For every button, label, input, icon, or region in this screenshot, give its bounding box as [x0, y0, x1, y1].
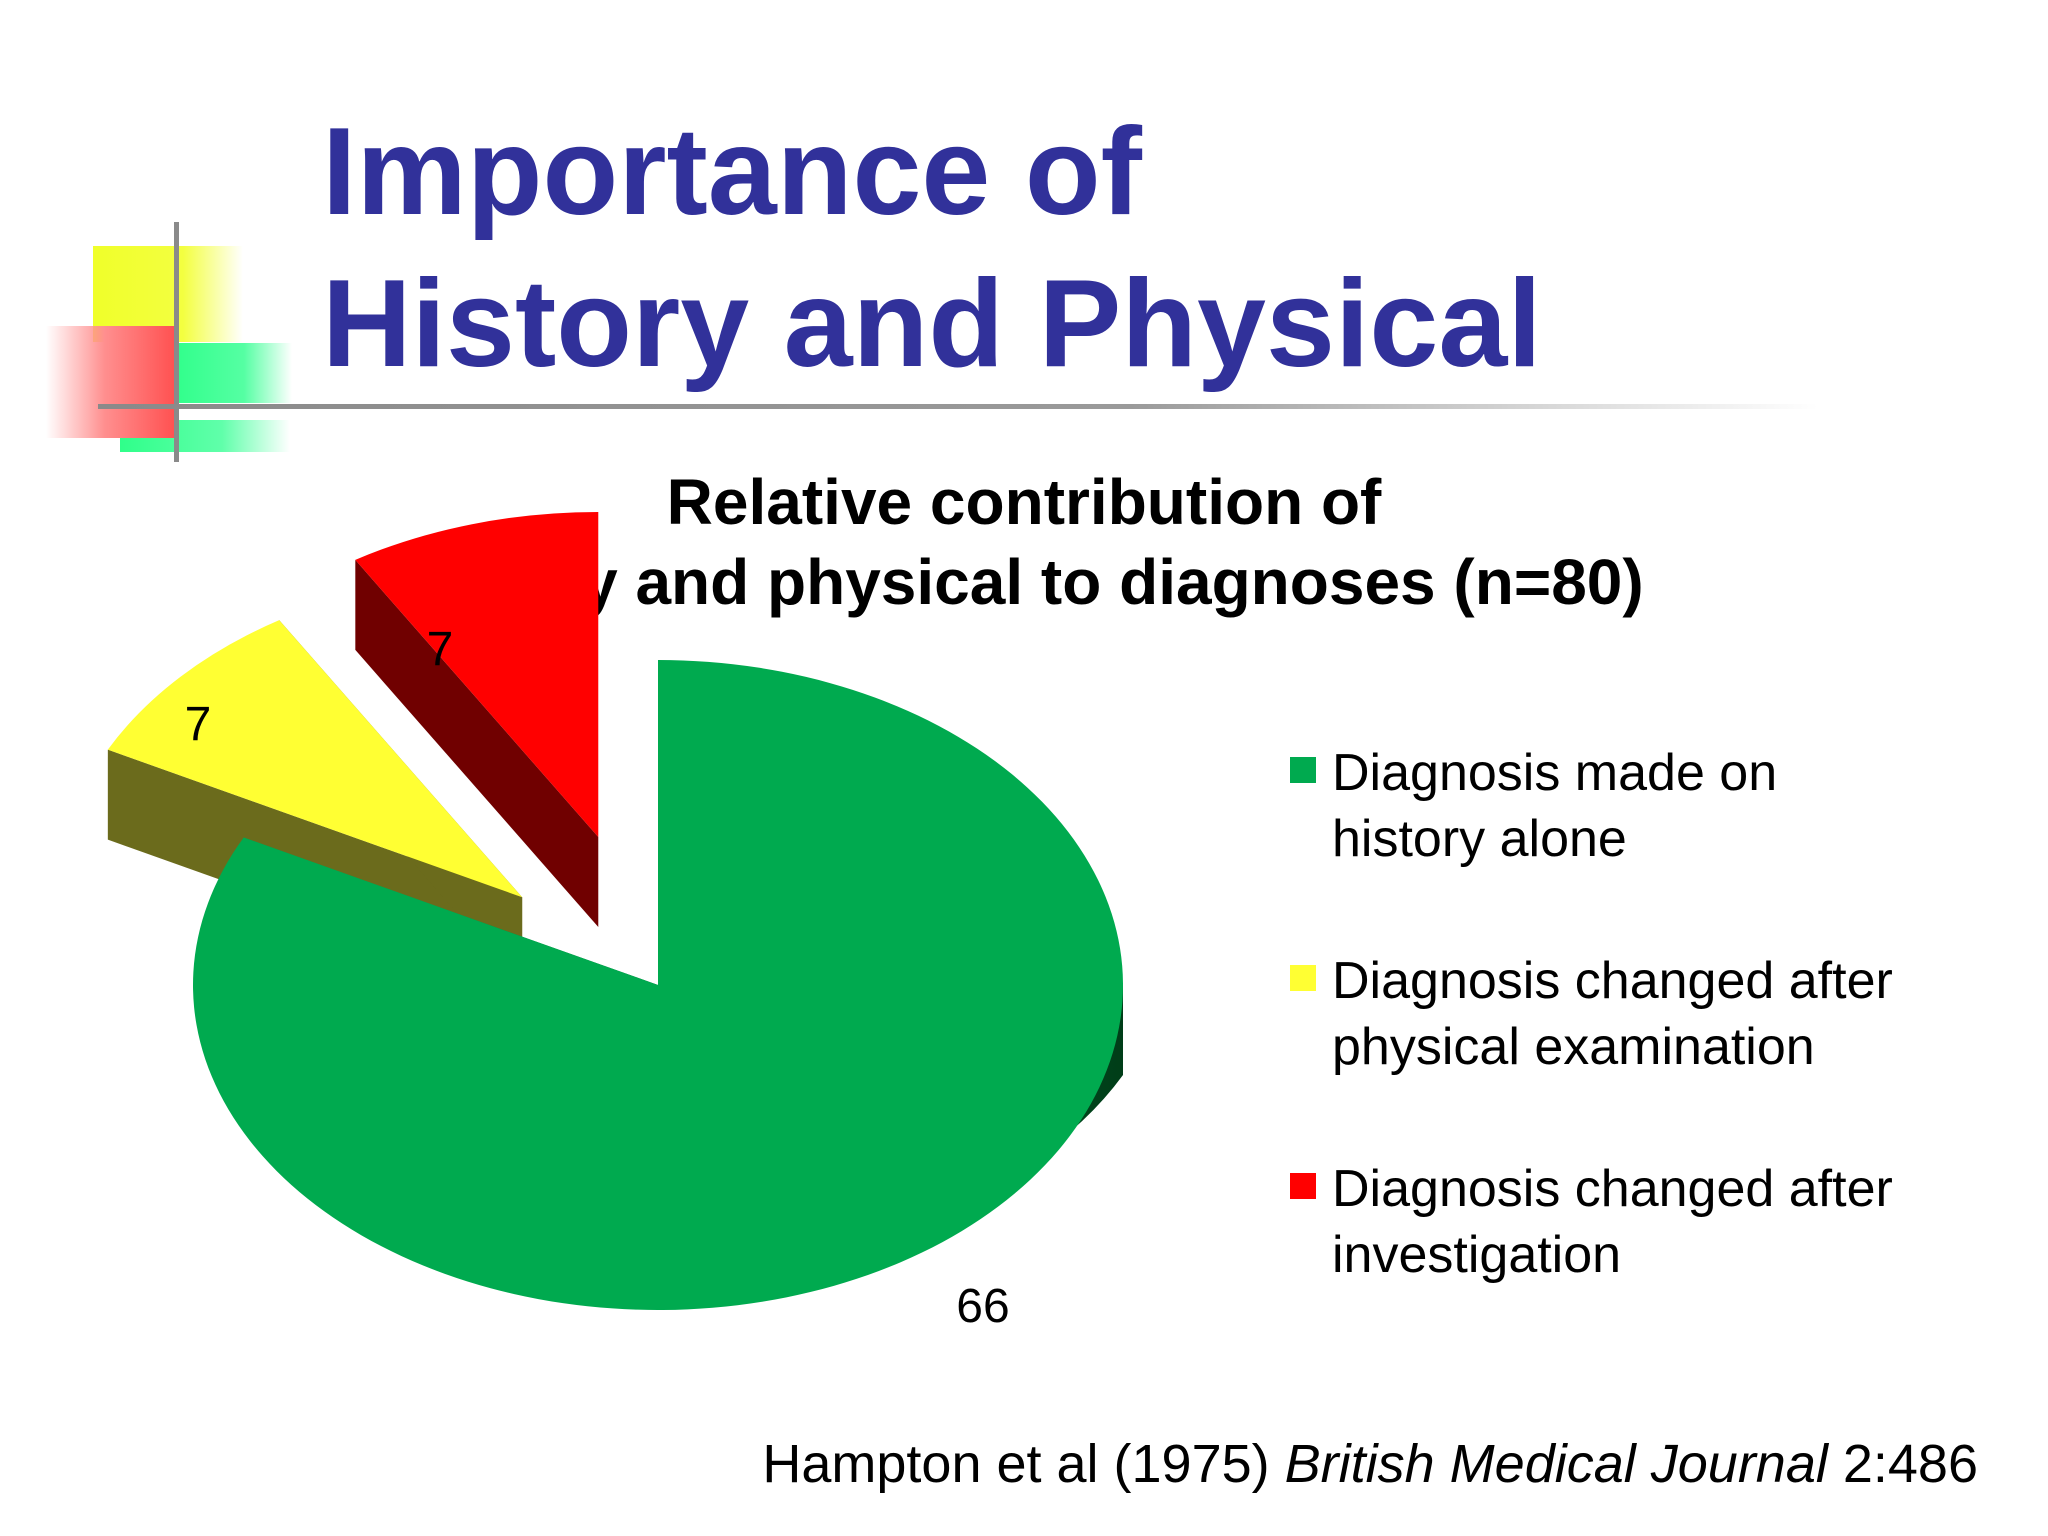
- legend-label-physical-line-1: Diagnosis changed after: [1332, 952, 1893, 1010]
- legend-label-investigation-line-2: investigation: [1332, 1226, 1622, 1284]
- legend-label-physical: Diagnosis changed after physical examina…: [1332, 948, 2032, 1080]
- legend-swatch-physical: [1290, 965, 1316, 991]
- citation: Hampton et al (1975) British Medical Jou…: [762, 1432, 1978, 1496]
- value-label-history: 66: [956, 1280, 1009, 1333]
- chart-title-line-1: Relative contribution of: [666, 466, 1382, 538]
- slide-title-line-2: History and Physical: [322, 255, 1542, 393]
- citation-journal: British Medical Journal: [1284, 1434, 1828, 1494]
- pie-slice-history: [192, 660, 1124, 1311]
- legend-label-history: Diagnosis made on history alone: [1332, 740, 2032, 872]
- value-label-investigation: 7: [427, 623, 454, 676]
- legend-label-history-line-1: Diagnosis made on: [1332, 744, 1778, 802]
- decor-red-square: [46, 326, 176, 438]
- pie-slice-investigation-top: [355, 512, 599, 838]
- citation-ref: 2:486: [1827, 1434, 1978, 1494]
- decor-vertical-line: [174, 222, 179, 462]
- legend-label-history-line-2: history alone: [1332, 810, 1627, 868]
- pie-slice-history-top: [192, 660, 1123, 1311]
- legend-swatch-history: [1290, 757, 1316, 783]
- legend-label-physical-line-2: physical examination: [1332, 1018, 1815, 1076]
- title-underline: [98, 404, 1818, 409]
- slide-title-line-1: Importance of: [322, 103, 1142, 241]
- chart-title: Relative contribution of history and phy…: [0, 462, 2048, 622]
- pie-slice-investigation: [355, 512, 599, 928]
- chart-title-line-2: history and physical to diagnoses (n=80): [404, 546, 1644, 618]
- value-label-physical: 7: [185, 698, 212, 751]
- legend-label-investigation: Diagnosis changed after investigation: [1332, 1156, 2032, 1288]
- pie-slice-physical-top: [107, 620, 523, 898]
- pie-slice-investigation-wall: [355, 559, 599, 928]
- legend-label-investigation-line-1: Diagnosis changed after: [1332, 1160, 1893, 1218]
- slide-title: Importance of History and Physical: [322, 96, 1542, 400]
- decor-green-square: [172, 343, 292, 403]
- legend-swatch-investigation: [1290, 1173, 1316, 1199]
- citation-authors: Hampton et al (1975): [762, 1434, 1285, 1494]
